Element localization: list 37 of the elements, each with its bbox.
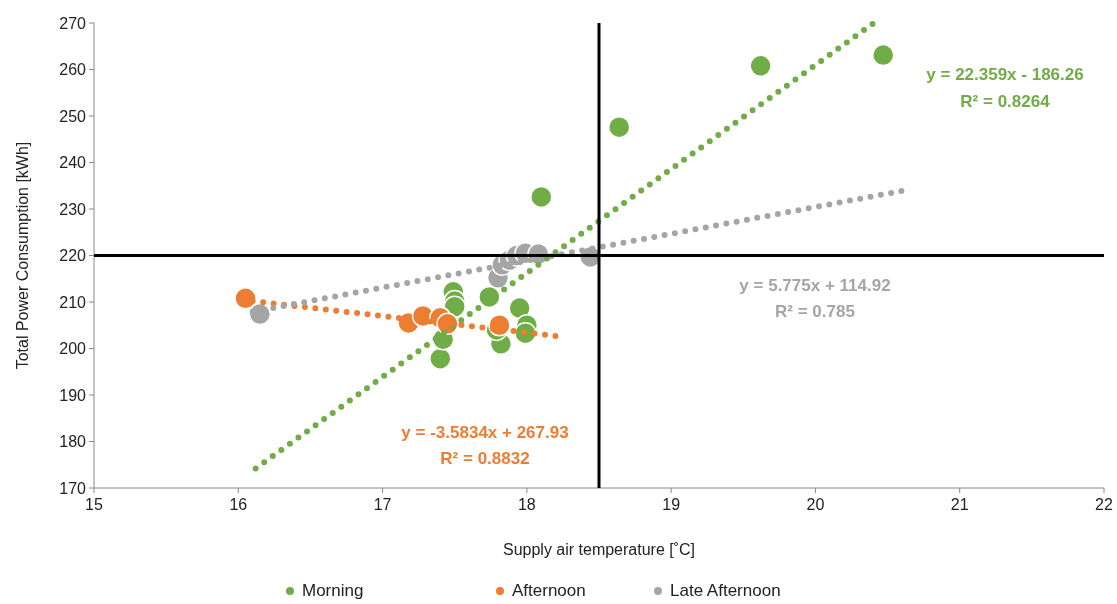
point [429, 347, 452, 370]
x-tick-label: 19 [662, 496, 681, 513]
y-tick-label: 260 [59, 61, 87, 79]
x-tick-label: 16 [229, 496, 248, 513]
x-tick-label: 15 [85, 496, 103, 513]
y-tick-label: 220 [59, 247, 87, 265]
y-tick-label: 230 [59, 200, 87, 218]
annotation: y = -3.5834x + 267.93 [401, 423, 569, 442]
x-tick-label: 17 [373, 496, 392, 513]
annotation: R² = 0.785 [775, 302, 855, 321]
x-tick-label: 20 [806, 496, 825, 513]
y-tick-label: 180 [59, 433, 87, 451]
legend-label: Late Afternoon [670, 581, 781, 600]
point [871, 43, 895, 67]
y-tick-label: 240 [59, 154, 87, 172]
annotation: R² = 0.8264 [960, 92, 1051, 111]
y-tick-label: 210 [59, 293, 87, 311]
x-tick-label: 22 [1095, 496, 1113, 513]
annotation: R² = 0.8832 [440, 449, 530, 468]
y-tick-label: 170 [59, 479, 87, 497]
y-tick-label: 250 [59, 107, 87, 125]
y-tick-label: 190 [59, 386, 87, 404]
point [530, 185, 553, 209]
x-axis-title: Supply air temperature [˚C] [502, 541, 696, 558]
y-axis-title: Total Power Consumption [kWh] [14, 141, 31, 370]
annotation: y = 22.359x - 186.26 [926, 65, 1084, 84]
point [749, 54, 772, 78]
annotation: y = 5.775x + 114.92 [739, 276, 891, 295]
y-tick-label: 200 [59, 340, 87, 358]
legend-label: Morning [302, 581, 364, 600]
point [508, 296, 531, 320]
legend-label: Afternoon [512, 581, 586, 600]
point [234, 287, 257, 310]
y-tick-label: 270 [59, 14, 87, 32]
x-tick-label: 21 [950, 496, 969, 513]
point [607, 115, 631, 139]
x-tick-label: 18 [517, 496, 536, 513]
